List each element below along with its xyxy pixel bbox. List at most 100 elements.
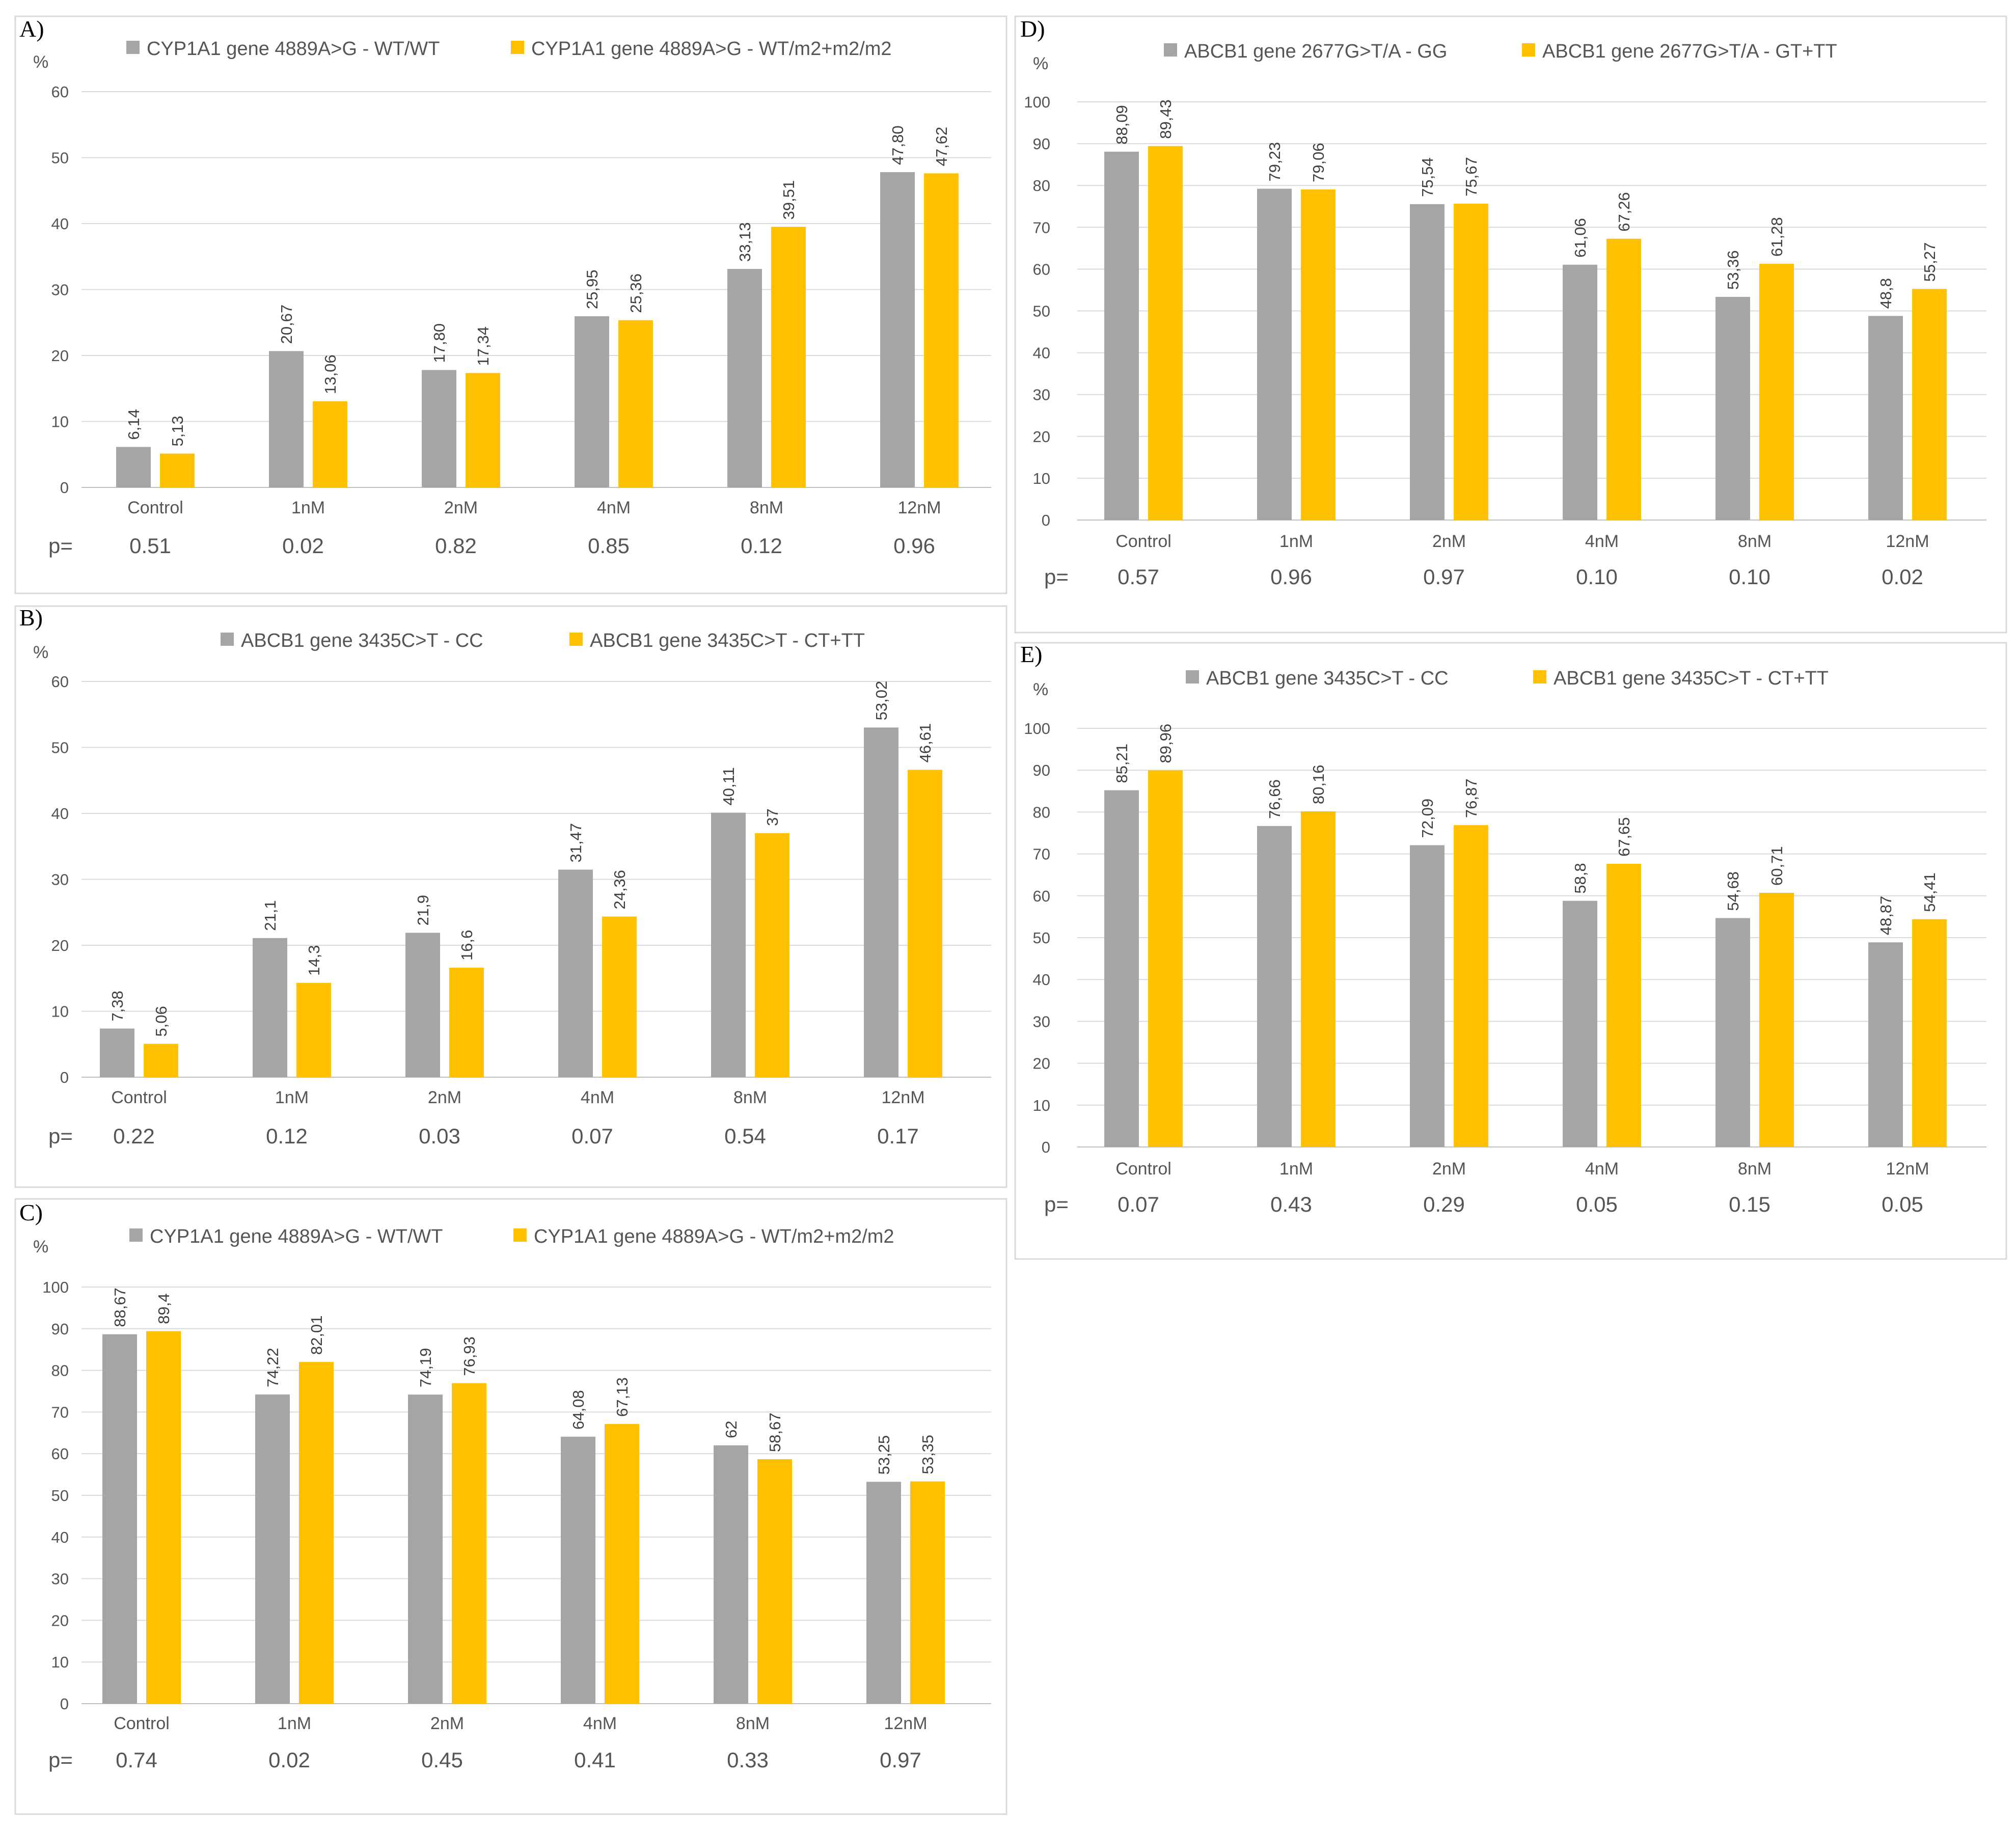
p-value: 0.96 (1270, 565, 1312, 589)
panel-frame (14, 605, 1007, 1188)
y-tick-label: 10 (1033, 1097, 1050, 1114)
p-label: p= (48, 1748, 73, 1772)
panel-label: A) (19, 16, 44, 42)
y-tick-label: 100 (1024, 93, 1050, 111)
y-tick-label: 50 (51, 739, 69, 757)
x-category-label: 12nM (1886, 1159, 1929, 1179)
y-tick-label: 50 (1033, 929, 1050, 947)
bar-value-label: 20,67 (278, 305, 295, 344)
bar-value-label: 17,34 (474, 326, 492, 366)
x-category-label: 8nM (750, 498, 783, 517)
bar (864, 727, 898, 1077)
bar-value-label: 25,95 (583, 269, 601, 309)
y-tick-label: 30 (1033, 1013, 1050, 1030)
p-value: 0.02 (1882, 565, 1923, 589)
bar (1759, 263, 1794, 520)
bar-value-label: 54,68 (1724, 871, 1742, 911)
bar (711, 812, 746, 1077)
bar (866, 1482, 901, 1704)
p-value: 0.41 (574, 1748, 616, 1772)
p-value: 0.05 (1576, 1192, 1618, 1216)
legend-entry: ABCB1 gene 3435C>T - CC (1206, 668, 1449, 689)
legend-swatch (221, 633, 234, 646)
p-value: 0.12 (741, 534, 782, 558)
p-label: p= (48, 1124, 73, 1148)
bar (253, 938, 287, 1077)
p-value: 0.02 (282, 534, 324, 558)
y-tick-label: 60 (1033, 887, 1050, 905)
bar (1410, 845, 1445, 1147)
legend-swatch (569, 633, 583, 646)
chart-panel-e: E)% ABCB1 gene 3435C>T - CC ABCB1 gene 343… (1014, 641, 2007, 1260)
legend-swatch (513, 1228, 527, 1242)
p-label: p= (1044, 1192, 1069, 1216)
bar-value-label: 55,27 (1921, 242, 1939, 282)
bar-value-label: 17,80 (430, 323, 448, 363)
y-tick-label: 50 (1033, 303, 1050, 320)
bar (449, 968, 484, 1077)
p-label: p= (48, 534, 73, 558)
x-category-label: 2nM (1432, 1159, 1466, 1179)
bar (422, 370, 456, 487)
bar (1257, 826, 1292, 1147)
y-tick-label: 70 (1033, 845, 1050, 863)
bar-value-label: 88,67 (111, 1288, 129, 1327)
bar (755, 833, 789, 1077)
x-category-label: Control (1115, 1159, 1172, 1179)
bar (618, 320, 653, 487)
legend-entry: CYP1A1 gene 4889A>G - WT/m2+m2/m2 (531, 38, 892, 60)
bar (408, 1394, 443, 1704)
bar-value-label: 5,13 (169, 416, 186, 446)
bar (452, 1383, 486, 1704)
bar-value-label: 88,09 (1113, 105, 1131, 145)
legend-entry: CYP1A1 gene 4889A>G - WT/WT (150, 1226, 443, 1247)
legend-swatch (1186, 670, 1199, 683)
bar-value-label: 89,4 (155, 1293, 173, 1324)
y-tick-label: 70 (51, 1403, 69, 1421)
y-tick-label: 60 (51, 673, 69, 691)
p-value: 0.03 (419, 1124, 460, 1148)
p-value: 0.22 (113, 1124, 155, 1148)
bar-value-label: 46,61 (916, 723, 934, 763)
legend-entry: CYP1A1 gene 4889A>G - WT/m2+m2/m2 (534, 1226, 894, 1247)
y-tick-label: 90 (1033, 135, 1050, 153)
panel-label: D) (1020, 16, 1045, 42)
y-tick-label: 40 (1033, 344, 1050, 362)
bar (605, 1424, 639, 1704)
p-value: 0.07 (1118, 1192, 1159, 1216)
bar (102, 1334, 137, 1704)
bar (116, 447, 151, 487)
y-tick-label: 30 (1033, 386, 1050, 404)
x-category-label: 4nM (1585, 532, 1619, 551)
p-value: 0.17 (877, 1124, 919, 1148)
y-tick-label: 70 (1033, 218, 1050, 236)
y-tick-label: 90 (1033, 761, 1050, 779)
bar (1715, 918, 1750, 1147)
p-value: 0.57 (1118, 565, 1159, 589)
y-tick-label: 90 (51, 1320, 69, 1338)
y-tick-label: 40 (1033, 971, 1050, 989)
bar (1454, 825, 1488, 1147)
x-category-label: 2nM (1432, 532, 1466, 551)
x-category-label: 8nM (736, 1714, 770, 1733)
y-tick-label: 100 (1024, 720, 1050, 737)
bar (1606, 238, 1641, 520)
chart-panel-b: B)% ABCB1 gene 3435C>T - CC ABCB1 gene 343… (14, 605, 1007, 1188)
p-value: 0.10 (1576, 565, 1618, 589)
bar-value-label: 74,19 (417, 1348, 434, 1388)
bar-value-label: 25,36 (627, 274, 645, 313)
bar (1148, 146, 1183, 521)
bar-value-label: 21,1 (261, 900, 279, 931)
bar-value-label: 54,41 (1921, 872, 1939, 912)
y-tick-label: 20 (51, 347, 69, 365)
p-value: 0.12 (266, 1124, 308, 1148)
bar (561, 1436, 595, 1704)
bar-value-label: 58,8 (1571, 863, 1589, 893)
bar (1148, 770, 1183, 1147)
legend-swatch (1533, 670, 1546, 683)
y-tick-label: 10 (1033, 470, 1050, 487)
bar-value-label: 61,28 (1768, 217, 1786, 257)
bar-value-label: 24,36 (611, 870, 629, 910)
bar (1868, 942, 1903, 1147)
